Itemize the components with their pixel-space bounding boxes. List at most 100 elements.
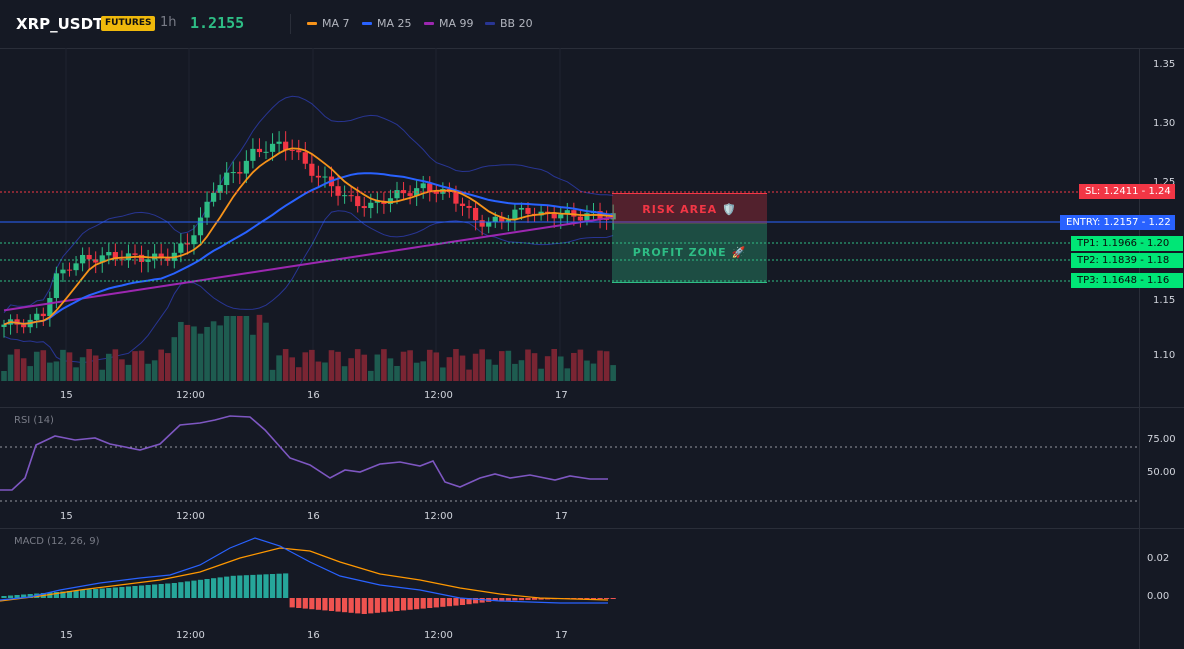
symbol-name[interactable]: XRP_USDT xyxy=(16,15,104,33)
macd-histogram-bar xyxy=(191,580,197,598)
tp3-tag[interactable]: TP3: 1.1648 - 1.16 xyxy=(1071,273,1183,288)
volume-bar xyxy=(79,357,86,381)
candle-body xyxy=(309,163,315,176)
candle-body xyxy=(512,209,518,221)
volume-bar xyxy=(603,351,610,381)
volume-bar xyxy=(20,358,27,381)
candle-body xyxy=(132,253,138,255)
macd-histogram-bar xyxy=(400,598,407,611)
candle-body xyxy=(453,191,459,204)
macd-histogram-bar xyxy=(433,598,439,608)
legend-ma25[interactable]: MA 25 xyxy=(362,17,412,30)
volume-bar xyxy=(269,369,276,381)
candlesticks xyxy=(1,131,616,338)
volume-bar xyxy=(400,351,407,381)
volume-bar xyxy=(230,316,237,381)
macd-histogram-bar xyxy=(394,598,400,611)
macd-histogram-bar xyxy=(250,574,256,598)
candle-body xyxy=(368,202,374,209)
macd-histogram-bar xyxy=(446,598,452,607)
legend-label: MA 7 xyxy=(322,17,350,30)
profit-zone[interactable]: PROFIT ZONE 🚀 xyxy=(612,223,767,283)
candle-body xyxy=(230,172,236,174)
volume-bar xyxy=(499,351,505,381)
macd-histogram-bar xyxy=(263,574,269,598)
volume-bar xyxy=(151,360,158,381)
volume-bar xyxy=(289,357,295,381)
candle-body xyxy=(1,324,7,327)
tp1-tag[interactable]: TP1: 1.1966 - 1.20 xyxy=(1071,236,1183,251)
volume-bar xyxy=(551,349,557,381)
candle-body xyxy=(518,207,525,210)
entry-tag[interactable]: ENTRY: 1.2157 - 1.22 xyxy=(1060,215,1175,230)
time-tick: 17 xyxy=(555,630,568,641)
volume-bar xyxy=(243,316,250,381)
candle-body xyxy=(564,210,570,215)
time-tick: 17 xyxy=(555,390,568,401)
price-tick: 1.10 xyxy=(1153,350,1176,361)
candle-body xyxy=(66,269,73,271)
time-tick: 12:00 xyxy=(176,630,205,641)
volume-bar xyxy=(531,353,538,381)
candle-body xyxy=(224,172,230,186)
volume-bar xyxy=(184,324,191,381)
volume-bar xyxy=(73,367,79,381)
trade-level-lines xyxy=(0,191,1139,282)
macd-histogram-bar xyxy=(14,595,20,598)
volume-bar xyxy=(328,350,335,381)
macd-title[interactable]: MACD (12, 26, 9) xyxy=(14,536,100,547)
macd-histogram-bar xyxy=(178,582,184,598)
legend-ma7[interactable]: MA 7 xyxy=(307,17,350,30)
entry-value: 1.22 xyxy=(1148,217,1171,228)
panel-divider xyxy=(0,407,1184,408)
price-tick: 1.30 xyxy=(1153,118,1176,129)
macd-histogram-bar xyxy=(21,594,27,598)
volume-bar xyxy=(250,334,256,381)
tp2-tag[interactable]: TP2: 1.1839 - 1.18 xyxy=(1071,253,1183,268)
macd-histogram-bar xyxy=(1,596,7,598)
ma25-line xyxy=(3,172,614,326)
candle-body xyxy=(479,220,485,227)
rsi-tick: 50.00 xyxy=(1147,467,1176,478)
volume-bar xyxy=(145,363,151,381)
macd-histogram-bar xyxy=(368,598,374,614)
stop-loss-tag[interactable]: SL: 1.2411 - 1.24 xyxy=(1079,184,1175,199)
candle-body xyxy=(584,213,590,221)
candle-body xyxy=(577,216,583,221)
legend-ma99[interactable]: MA 99 xyxy=(424,17,474,30)
volume-bar xyxy=(394,365,400,381)
entry-text: ENTRY: 1.2157 xyxy=(1066,217,1139,228)
volume-bar xyxy=(171,337,178,381)
macd-tick: 0.00 xyxy=(1147,591,1170,602)
volume-bar xyxy=(322,362,328,381)
timeframe-selector[interactable]: 1h xyxy=(160,15,177,30)
volume-bar xyxy=(564,368,571,381)
volume-bar xyxy=(354,349,361,381)
candle-body xyxy=(34,313,40,320)
candle-body xyxy=(60,269,66,274)
rsi-title[interactable]: RSI (14) xyxy=(14,415,54,426)
macd-histogram-bar xyxy=(283,573,289,598)
time-tick: 12:00 xyxy=(424,630,453,641)
macd-histogram-bar xyxy=(112,587,118,598)
volume-bar xyxy=(40,350,47,381)
price-tick: 1.15 xyxy=(1153,295,1176,306)
macd-histogram-bar xyxy=(60,591,66,598)
macd-histogram-bar xyxy=(309,598,315,610)
candle-body xyxy=(158,253,164,259)
macd-histogram-bar xyxy=(322,598,328,611)
ma7-swatch xyxy=(307,22,317,25)
candle-body xyxy=(433,191,439,194)
macd-histogram-bar xyxy=(53,592,59,598)
macd-histogram-bar xyxy=(584,598,590,599)
macd-histogram-bar xyxy=(93,589,99,598)
volume-bar xyxy=(276,355,282,381)
macd-histogram-bar xyxy=(348,598,354,613)
risk-area-label: RISK AREA 🛡️ xyxy=(642,202,737,216)
candle-body xyxy=(80,254,86,264)
candle-body xyxy=(551,213,557,219)
legend-bb20[interactable]: BB 20 xyxy=(485,17,533,30)
candle-body xyxy=(93,259,99,263)
risk-area-zone[interactable]: RISK AREA 🛡️ xyxy=(612,193,767,224)
